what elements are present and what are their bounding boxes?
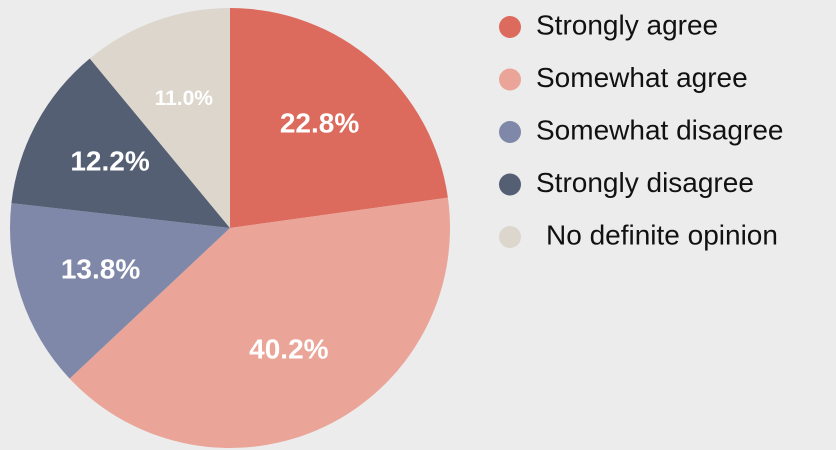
legend-marker — [499, 16, 521, 38]
legend-label: Strongly agree — [536, 9, 718, 40]
slice-label: 13.8% — [61, 253, 140, 284]
slice-label: 40.2% — [249, 333, 328, 364]
legend-label: No definite opinion — [546, 219, 778, 250]
legend-marker — [499, 121, 521, 143]
legend-marker — [499, 226, 521, 248]
legend-label: Somewhat agree — [536, 62, 748, 93]
slice-label: 22.8% — [280, 108, 359, 139]
pie-slice — [9, 203, 231, 379]
slice-label: 11.0% — [155, 87, 214, 110]
pie-slice — [69, 197, 450, 449]
slice-label: 12.2% — [70, 145, 149, 176]
pie-slice — [230, 8, 448, 228]
legend-marker — [499, 173, 521, 196]
legend-label: Somewhat disagree — [536, 114, 783, 145]
legend-label: Strongly disagree — [536, 167, 754, 198]
pie-slice — [11, 58, 230, 228]
legend-marker — [499, 68, 521, 91]
pie-slice — [89, 8, 230, 228]
